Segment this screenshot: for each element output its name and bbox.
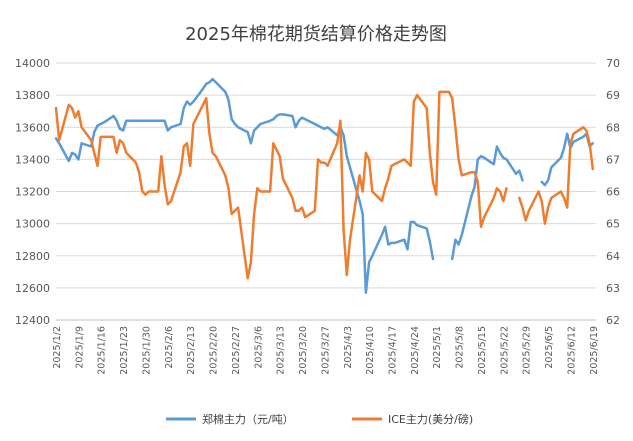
series-line-segment <box>54 77 435 294</box>
right-y-tick-label: 68 <box>606 121 620 134</box>
left-y-tick-label: 13800 <box>15 89 50 102</box>
right-y-tick-label: 64 <box>606 250 620 263</box>
series-ice-cotton <box>54 90 595 280</box>
right-y-tick-label: 63 <box>606 282 620 295</box>
x-tick-label: 2025/2/20 <box>209 326 220 375</box>
x-tick-label: 2025/5/1 <box>432 326 443 369</box>
series-zhengzhou-cotton <box>54 77 595 294</box>
x-tick-label: 2025/1/16 <box>97 326 108 375</box>
gridlines <box>56 62 596 321</box>
x-tick-label: 2025/2/13 <box>186 326 197 375</box>
x-tick-label: 2025/1/2 <box>52 326 63 369</box>
left-y-tick-label: 12400 <box>15 314 50 327</box>
left-y-tick-label: 13600 <box>15 121 50 134</box>
x-tick-label: 2025/4/10 <box>365 326 376 375</box>
left-y-tick-label: 13400 <box>15 153 50 166</box>
x-tick-label: 2025/4/24 <box>410 326 421 375</box>
legend: 郑棉主力（元/吨） ICE主力(美分/磅) <box>166 412 473 426</box>
x-tick-label: 2025/5/8 <box>455 326 466 369</box>
left-y-axis: 12400 12600 12800 13000 13200 13400 13600 13800… <box>15 57 50 327</box>
x-tick-label: 2025/3/13 <box>276 326 287 375</box>
right-y-axis: 62 63 64 65 66 67 68 69 70 <box>606 57 620 327</box>
x-axis: 2025/1/2 2025/1/9 2025/1/16 2025/1/23 2025/1… <box>52 319 600 375</box>
left-y-tick-label: 12800 <box>15 250 50 263</box>
x-tick-label: 2025/4/3 <box>343 326 354 369</box>
x-tick-label: 2025/4/17 <box>388 326 399 375</box>
series-line-segment <box>450 145 524 261</box>
right-y-tick-label: 65 <box>606 218 620 231</box>
x-tick-label: 2025/5/15 <box>477 326 488 375</box>
left-y-tick-label: 14000 <box>15 57 50 70</box>
x-tick-label: 2025/6/5 <box>544 326 555 369</box>
x-tick-label: 2025/3/6 <box>253 326 264 369</box>
right-y-tick-label: 66 <box>606 186 620 199</box>
x-tick-label: 2025/6/19 <box>589 326 600 375</box>
right-y-tick-label: 69 <box>606 89 620 102</box>
x-tick-label: 2025/5/29 <box>522 326 533 375</box>
series-line-segment <box>518 126 595 225</box>
right-y-tick-label: 62 <box>606 314 620 327</box>
x-tick-label: 2025/1/23 <box>119 326 130 375</box>
left-y-tick-label: 13200 <box>15 186 50 199</box>
legend-label: 郑棉主力（元/吨） <box>202 412 294 426</box>
right-y-tick-label: 67 <box>606 153 620 166</box>
x-tick-label: 2025/1/9 <box>74 326 85 369</box>
x-tick-label: 2025/1/30 <box>141 326 152 375</box>
left-y-tick-label: 12600 <box>15 282 50 295</box>
x-tick-label: 2025/2/6 <box>164 326 175 369</box>
chart-title: 2025年棉花期货结算价格走势图 <box>185 24 447 45</box>
series-line-segment <box>54 90 508 280</box>
x-tick-label: 2025/3/20 <box>298 326 309 375</box>
left-y-tick-label: 13000 <box>15 218 50 231</box>
series-layer <box>54 77 595 294</box>
x-tick-label: 2025/6/12 <box>566 326 577 375</box>
x-tick-label: 2025/5/22 <box>499 326 510 375</box>
legend-label: ICE主力(美分/磅) <box>388 412 473 426</box>
x-tick-label: 2025/3/27 <box>320 326 331 375</box>
x-tick-label: 2025/2/27 <box>231 326 242 375</box>
right-y-tick-label: 70 <box>606 57 620 70</box>
